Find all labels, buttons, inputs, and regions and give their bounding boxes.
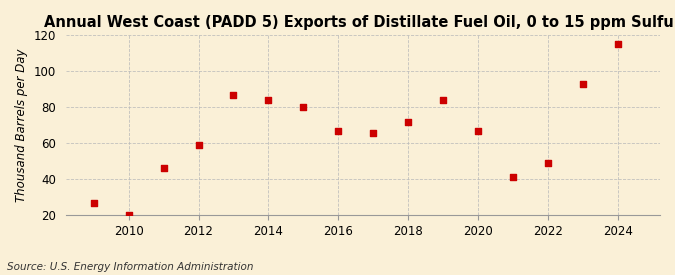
Point (543, 161, 554, 165)
Title: Annual West Coast (PADD 5) Exports of Distillate Fuel Oil, 0 to 15 ppm Sulfur: Annual West Coast (PADD 5) Exports of Di… (45, 15, 675, 30)
Point (193, 143, 204, 147)
Point (613, 42, 624, 46)
Point (578, 82, 589, 86)
Point (368, 130, 379, 135)
Point (88, 200, 99, 205)
Point (158, 166, 169, 171)
Point (333, 128, 344, 133)
Point (438, 98, 449, 102)
Text: Source: U.S. Energy Information Administration: Source: U.S. Energy Information Administ… (7, 262, 253, 272)
Point (508, 175, 518, 180)
Point (228, 92, 239, 97)
Point (298, 105, 308, 109)
Point (403, 120, 414, 124)
Point (472, 128, 483, 133)
Point (123, 213, 134, 218)
Y-axis label: Thousand Barrels per Day: Thousand Barrels per Day (15, 49, 28, 202)
Point (263, 98, 274, 102)
